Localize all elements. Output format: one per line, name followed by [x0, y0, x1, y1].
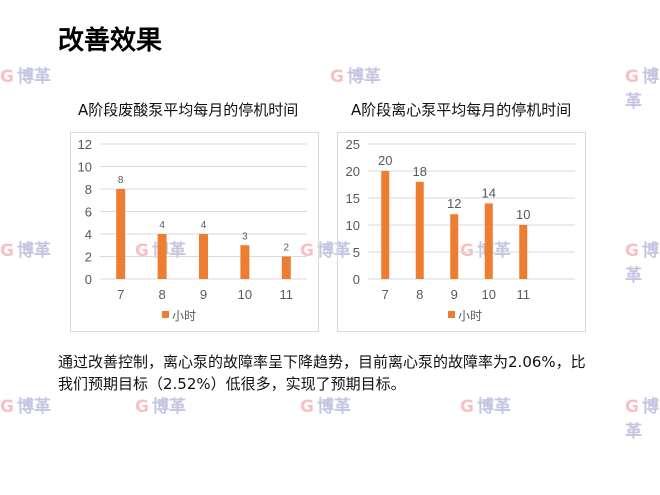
data-label: 18	[413, 164, 427, 179]
watermark-logo: G 博革	[300, 397, 351, 417]
data-label: 10	[516, 207, 530, 222]
x-tick-label: 9	[200, 287, 207, 302]
chart-2-frame	[337, 132, 586, 332]
chart-1-title: A阶段废酸泵平均每月的停机时间	[78, 101, 299, 119]
watermark-logo: G 博革	[0, 241, 51, 261]
data-label: 4	[201, 220, 207, 231]
bar	[157, 234, 167, 279]
conclusion-text: 通过改善控制，离心泵的故障率呈下降趋势，目前离心泵的故障率为2.06%，比我们预…	[58, 353, 586, 393]
watermark-logo: G 博革	[625, 241, 659, 286]
bar	[381, 171, 390, 279]
data-label: 14	[482, 185, 496, 200]
y-tick-label: 4	[85, 227, 92, 242]
data-label: 12	[447, 196, 461, 211]
y-tick-label: 15	[346, 191, 360, 206]
watermark-logo: G 博革	[0, 397, 51, 417]
watermark-logo: G 博革	[330, 67, 381, 87]
x-tick-label: 10	[482, 287, 496, 302]
data-label: 3	[242, 231, 248, 242]
data-label: 2	[284, 243, 290, 254]
y-tick-label: 2	[85, 250, 92, 265]
chart-1-frame	[70, 132, 319, 332]
y-tick-label: 10	[78, 160, 92, 175]
y-tick-label: 20	[346, 164, 360, 179]
bar	[240, 245, 250, 279]
x-tick-label: 8	[416, 287, 423, 302]
y-tick-label: 8	[85, 182, 92, 197]
bar	[415, 181, 424, 279]
y-tick-label: 12	[78, 137, 92, 152]
watermark-logo: G 博革	[135, 397, 186, 417]
chart-2-title: A阶段离心泵平均每月的停机时间	[351, 101, 572, 119]
bar	[281, 256, 291, 279]
x-tick-label: 8	[158, 287, 165, 302]
data-label: 20	[378, 153, 392, 168]
x-tick-label: 11	[280, 287, 294, 302]
watermark-logo: G 博革	[625, 67, 659, 112]
y-tick-label: 0	[353, 272, 360, 287]
x-tick-label: 9	[451, 287, 458, 302]
x-tick-label: 7	[382, 287, 389, 302]
x-tick-label: 11	[517, 287, 531, 302]
page-title: 改善效果	[58, 26, 163, 56]
bar	[116, 189, 126, 279]
y-tick-label: 5	[353, 245, 360, 260]
legend-swatch	[448, 311, 455, 318]
watermark-logo: G 博革	[0, 67, 51, 87]
bar	[519, 225, 528, 279]
bar	[450, 214, 459, 279]
bar	[484, 203, 493, 279]
watermark-logo: G 博革	[460, 397, 511, 417]
y-tick-label: 0	[85, 272, 92, 287]
bar	[199, 234, 208, 279]
x-tick-label: 10	[238, 287, 252, 302]
y-tick-label: 6	[85, 205, 92, 220]
y-tick-label: 10	[346, 218, 360, 233]
watermark-logo: G 博革	[625, 397, 659, 442]
legend-label: 小时	[172, 309, 196, 323]
data-label: 4	[159, 220, 165, 231]
legend-label: 小时	[458, 309, 482, 323]
x-tick-label: 7	[117, 287, 124, 302]
data-label: 8	[118, 175, 124, 186]
y-tick-label: 25	[346, 137, 360, 152]
legend-swatch	[162, 311, 169, 318]
